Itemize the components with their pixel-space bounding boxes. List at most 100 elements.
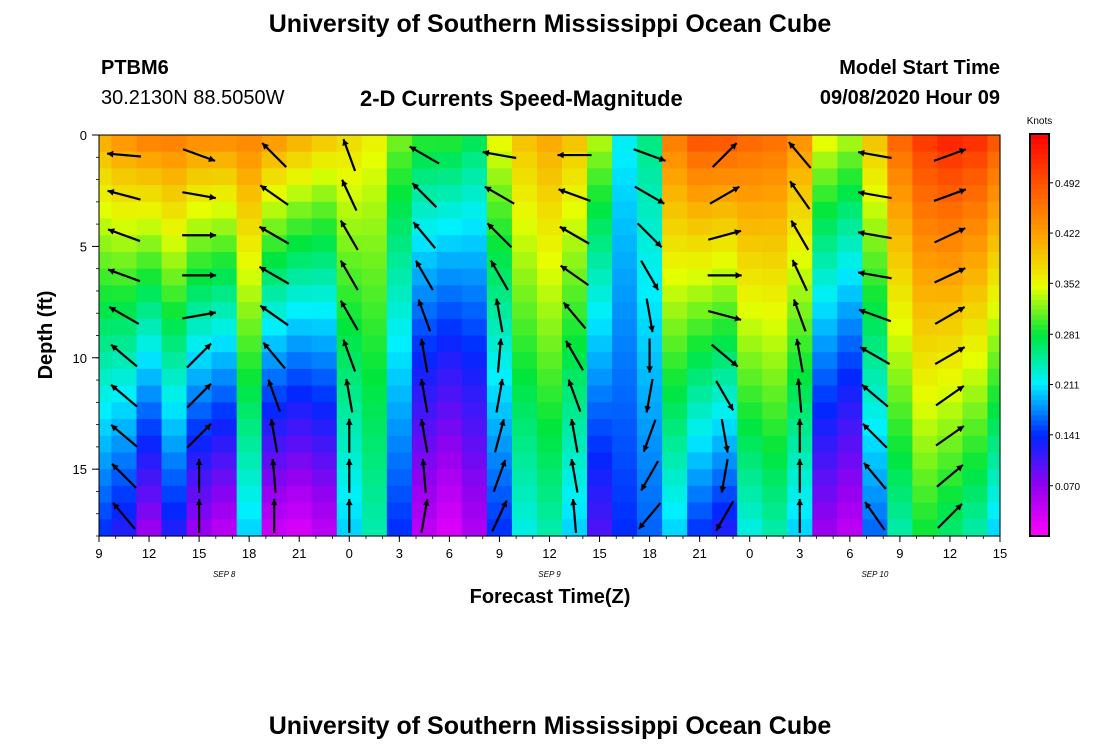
heat-cell (436, 268, 463, 286)
heat-cell (99, 502, 113, 520)
heat-cell (161, 419, 188, 437)
heat-cell (161, 402, 188, 420)
heat-cell (712, 285, 738, 303)
heat-cell (887, 352, 914, 370)
heat-cell (461, 435, 488, 454)
heat-cell (737, 251, 763, 270)
heat-cell (411, 435, 438, 454)
heat-cell (386, 135, 413, 153)
colorbar-segment (1030, 289, 1049, 296)
heat-cell (812, 135, 838, 153)
heat-cell (411, 168, 438, 186)
heat-cell (461, 151, 488, 170)
heat-cell (887, 502, 914, 520)
arrow-head (792, 259, 799, 267)
heat-cell (436, 285, 463, 303)
current-arrow (186, 342, 212, 369)
heat-cell (587, 251, 613, 270)
arrow-head (417, 299, 424, 307)
arrow-head (716, 523, 723, 531)
heat-cell (737, 218, 763, 236)
heat-cell (486, 235, 513, 253)
heat-cell (887, 519, 914, 537)
arrow-head (108, 268, 115, 275)
heat-cell (637, 452, 663, 470)
heat-cell (737, 485, 763, 504)
current-arrow (707, 271, 742, 279)
colorbar-segment (1030, 505, 1049, 512)
heat-cell (311, 185, 338, 203)
current-arrow (719, 458, 729, 493)
x-tick-label: 21 (692, 546, 706, 561)
x-tick-label: 12 (142, 546, 156, 561)
heat-cell (311, 251, 338, 270)
colorbar-segment (1030, 304, 1049, 311)
current-arrow (861, 383, 889, 408)
heat-cell (912, 419, 939, 437)
current-arrow (557, 151, 592, 159)
date-label: SEP 9 (538, 570, 561, 579)
current-arrow (862, 422, 888, 449)
heat-cell (937, 368, 964, 387)
heat-cell (361, 502, 388, 520)
heat-cell (737, 135, 763, 153)
heat-cell (987, 235, 1001, 253)
current-arrow (645, 298, 655, 333)
heat-cell (136, 318, 163, 337)
heat-cell (912, 469, 939, 487)
heat-cell (536, 335, 563, 353)
current-arrow (419, 418, 429, 453)
heat-cell (587, 368, 613, 387)
heat-cell (687, 151, 713, 170)
current-arrow (935, 425, 965, 447)
heat-cell (862, 419, 888, 437)
heat-cell (637, 168, 663, 186)
arrow-head (858, 308, 866, 315)
heat-cell (211, 135, 238, 153)
heat-cell (161, 218, 188, 236)
heat-cell (562, 419, 588, 437)
heatmap-cells (99, 135, 1001, 537)
heat-cell (511, 352, 538, 370)
heat-cell (236, 368, 263, 387)
heat-cell (311, 368, 338, 387)
heat-cell (962, 185, 989, 203)
heat-cell (461, 385, 488, 403)
current-arrow (569, 418, 579, 453)
heat-cell (712, 135, 738, 153)
heat-cell (562, 335, 588, 353)
heat-cell (962, 419, 989, 437)
colorbar-segment (1030, 324, 1049, 331)
heat-cell (361, 268, 388, 286)
heat-cell (937, 519, 964, 537)
arrow-head (263, 342, 270, 350)
heat-cell (511, 419, 538, 437)
heat-cell (612, 469, 638, 487)
heat-cell (336, 335, 363, 353)
heat-cell (99, 452, 113, 470)
colorbar-segment (1030, 450, 1049, 457)
current-arrow (495, 378, 505, 413)
colorbar-segment (1030, 264, 1049, 271)
heat-cell (211, 285, 238, 303)
heat-cell (562, 168, 588, 186)
heat-cell (236, 402, 263, 420)
heat-cell (912, 402, 939, 420)
heat-cell (737, 235, 763, 253)
heat-cell (136, 469, 163, 487)
arrow-head (487, 223, 495, 230)
heat-cell (436, 452, 463, 470)
colorbar-segment (1030, 329, 1049, 336)
arrow-head (345, 418, 353, 425)
current-arrow (711, 142, 738, 168)
colorbar-segment (1030, 465, 1049, 472)
heat-cell (486, 519, 513, 537)
heat-cell (862, 402, 888, 420)
heat-cell (862, 135, 888, 153)
current-arrow (269, 418, 279, 453)
heat-cell (536, 368, 563, 387)
heat-cell (236, 235, 263, 253)
heat-cell (712, 419, 738, 437)
heat-cell (687, 368, 713, 387)
heat-cell (311, 402, 338, 420)
